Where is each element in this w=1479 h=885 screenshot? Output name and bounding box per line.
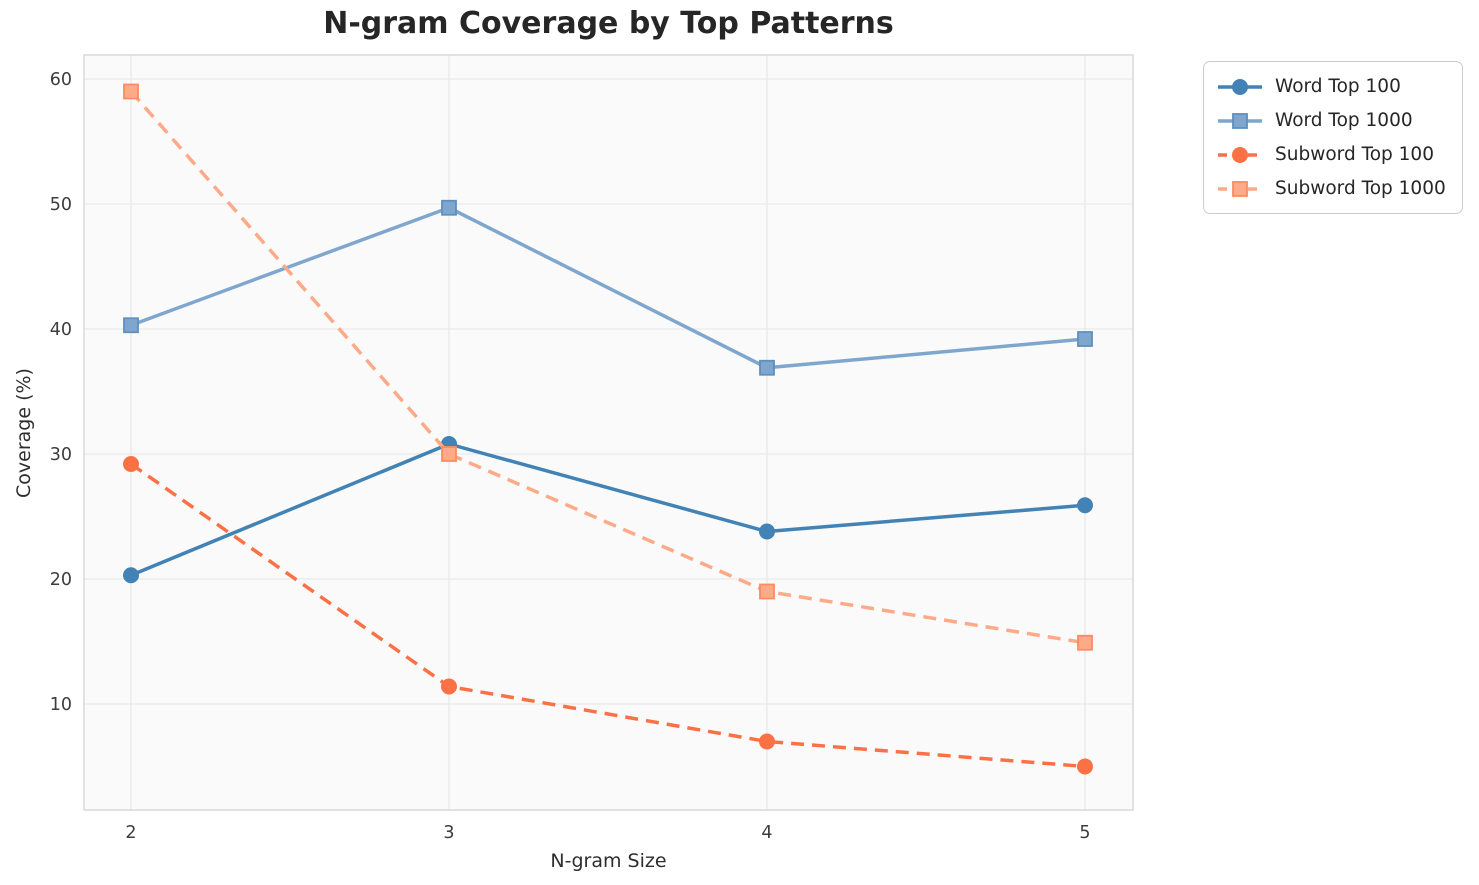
data-point-marker [441, 199, 457, 216]
legend-swatch [1218, 78, 1262, 95]
y-axis-label: Coverage (%) [13, 368, 35, 498]
x-tick-label: 2 [125, 823, 136, 843]
legend-item-word-top-100: Word Top 100 [1216, 73, 1446, 100]
x-tick-label: 3 [443, 823, 454, 843]
series-line-subword-top-100 [129, 462, 1086, 769]
y-tick-label: 60 [50, 70, 72, 90]
legend-item-subword-top-1000: Subword Top 1000 [1216, 175, 1446, 202]
chart-title: N-gram Coverage by Top Patterns [323, 6, 894, 41]
x-axis-label: N-gram Size [550, 850, 667, 872]
data-point-marker [123, 83, 139, 100]
data-point-marker [1077, 634, 1093, 651]
data-point-marker [1077, 497, 1093, 514]
legend-marker-icon [1232, 78, 1248, 95]
legend-label: Subword Top 100 [1275, 144, 1434, 165]
legend-item-subword-top-100: Subword Top 100 [1216, 141, 1446, 168]
y-tick-label: 50 [50, 195, 72, 215]
x-tick-label: 4 [761, 823, 772, 843]
legend-label: Subword Top 1000 [1275, 178, 1446, 199]
legend-swatch [1218, 112, 1262, 129]
legend-swatch [1218, 180, 1262, 197]
legend: Word Top 100 Word Top 1000 Subword Top 100… [1203, 61, 1463, 214]
series-line-word-top-1000 [130, 206, 1086, 370]
data-point-marker [123, 456, 139, 472]
data-point-marker [123, 567, 139, 584]
legend-label: Word Top 100 [1275, 76, 1401, 97]
data-point-marker [441, 446, 457, 462]
data-point-marker [759, 733, 775, 750]
data-point-marker [123, 317, 139, 334]
legend-swatch [1218, 146, 1262, 163]
data-point-marker [1077, 331, 1093, 347]
series-line-word-top-100 [130, 442, 1086, 577]
data-point-marker [759, 583, 775, 600]
legend-marker-icon [1232, 146, 1248, 163]
x-tick-label: 5 [1079, 823, 1090, 843]
data-point-marker [759, 523, 775, 540]
data-point-marker [759, 359, 775, 376]
series-line-subword-top-1000 [129, 90, 1086, 645]
legend-marker-icon [1232, 180, 1248, 197]
y-tick-label: 10 [50, 695, 72, 715]
plot-area [84, 55, 1133, 810]
data-point-marker [441, 678, 457, 695]
legend-label: Word Top 1000 [1275, 110, 1413, 131]
y-tick-label: 40 [50, 320, 72, 340]
y-tick-label: 20 [50, 570, 72, 590]
legend-marker-icon [1232, 112, 1248, 129]
y-tick-label: 30 [50, 445, 72, 465]
legend-item-word-top-1000: Word Top 1000 [1216, 107, 1446, 134]
plot-border [83, 54, 1134, 811]
data-point-marker [1077, 758, 1093, 775]
